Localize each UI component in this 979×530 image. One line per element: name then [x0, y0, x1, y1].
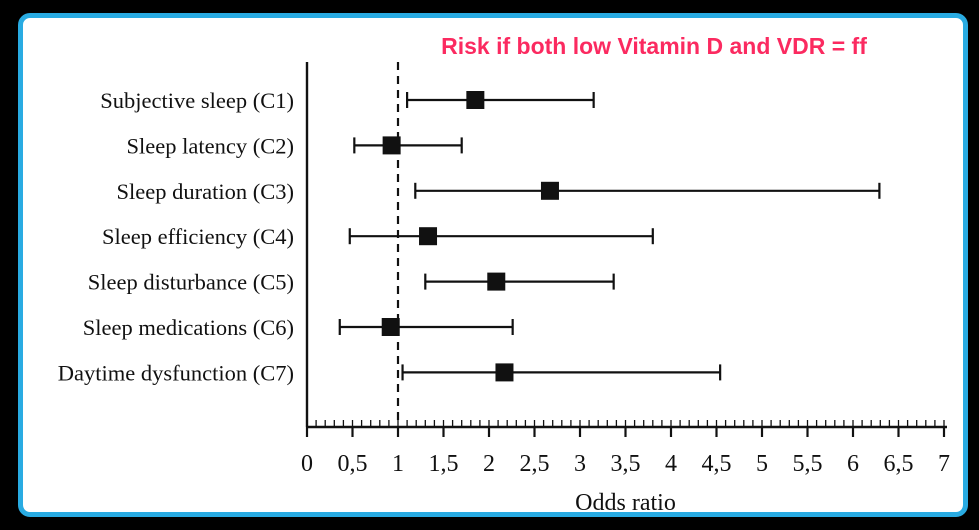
x-tick-label: 5: [756, 451, 768, 477]
category-label: Sleep efficiency (C4): [102, 224, 294, 249]
x-tick-label: 4,5: [702, 451, 732, 477]
x-tick-label: 3: [574, 451, 586, 477]
or-marker: [382, 136, 401, 155]
or-marker: [419, 227, 438, 246]
chart-frame: [18, 13, 968, 517]
or-marker: [495, 363, 514, 382]
x-tick-label: 6,5: [884, 451, 914, 477]
category-label: Daytime dysfunction (C7): [58, 360, 294, 385]
x-axis-title: Odds ratio: [575, 490, 676, 516]
x-tick-label: 4: [665, 451, 677, 477]
chart-title: Risk if both low Vitamin D and VDR = ff: [441, 33, 867, 59]
x-tick-label: 1,5: [429, 451, 459, 477]
x-tick-label: 5,5: [793, 451, 823, 477]
x-tick-label: 7: [938, 451, 950, 477]
x-tick-label: 2: [483, 451, 495, 477]
category-label: Sleep latency (C2): [127, 133, 294, 158]
x-tick-label: 0: [301, 451, 313, 477]
x-tick-label: 1: [392, 451, 404, 477]
or-marker: [487, 272, 506, 291]
or-marker: [381, 318, 400, 336]
category-label: Subjective sleep (C1): [100, 88, 294, 113]
category-label: Sleep medications (C6): [83, 315, 294, 340]
category-label: Sleep duration (C3): [117, 179, 294, 204]
category-label: Sleep disturbance (C5): [88, 270, 294, 295]
or-marker: [466, 91, 485, 109]
x-tick-label: 3,5: [611, 451, 641, 477]
x-tick-label: 0,5: [338, 451, 368, 477]
or-marker: [540, 181, 559, 200]
x-tick-label: 2,5: [520, 451, 550, 477]
x-tick-label: 6: [847, 451, 859, 477]
